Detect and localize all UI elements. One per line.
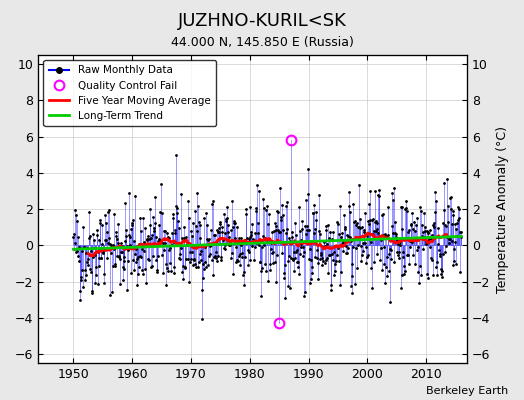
Text: Berkeley Earth: Berkeley Earth (426, 386, 508, 396)
Text: 44.000 N, 145.850 E (Russia): 44.000 N, 145.850 E (Russia) (171, 36, 353, 49)
Legend: Raw Monthly Data, Quality Control Fail, Five Year Moving Average, Long-Term Tren: Raw Monthly Data, Quality Control Fail, … (43, 60, 216, 126)
Text: JUZHNO-KURIL<SK: JUZHNO-KURIL<SK (178, 12, 346, 30)
Y-axis label: Temperature Anomaly (°C): Temperature Anomaly (°C) (496, 126, 509, 292)
